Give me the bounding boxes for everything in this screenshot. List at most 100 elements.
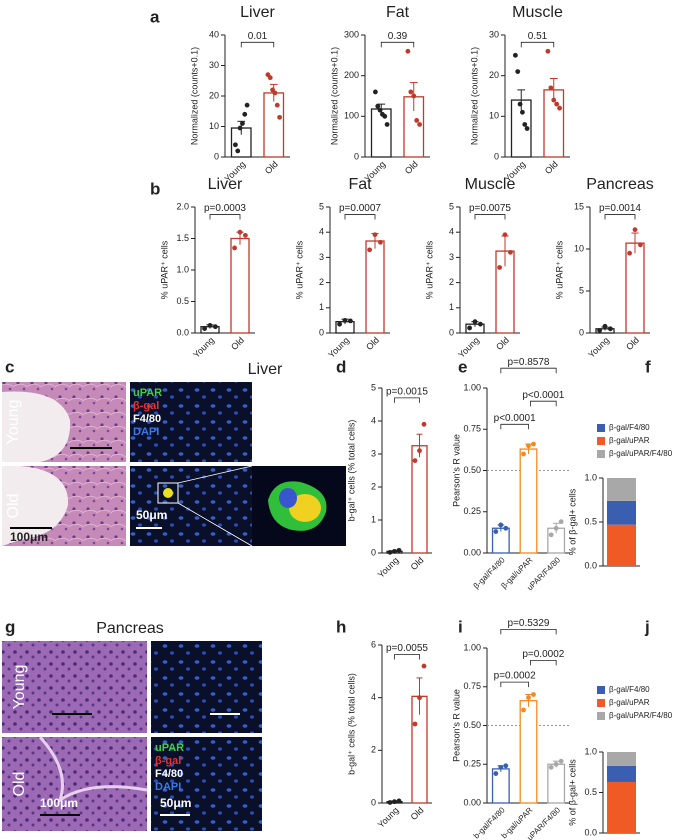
y-axis-label: % uPAR⁺ cells [554, 240, 564, 299]
bar-segment [607, 500, 636, 525]
y-tick-label: 0.50 [463, 465, 481, 475]
data-point [382, 113, 388, 119]
category-label: Old [364, 335, 381, 352]
category-label: Old [403, 159, 420, 176]
data-point [526, 695, 531, 700]
significance-bracket [209, 214, 241, 220]
category-label: Old [624, 335, 641, 352]
y-axis-label: Normalized (counts+0.1) [469, 47, 479, 145]
data-point [277, 114, 282, 120]
significance-bracket [520, 41, 555, 48]
data-point [232, 245, 238, 251]
legend-label: β-gal/uPAR [609, 698, 650, 707]
panel-letter: b [150, 179, 160, 198]
image-title: Pancreas [96, 620, 164, 637]
y-axis-label: Normalized (counts+0.1) [329, 47, 339, 145]
p-value: 0.51 [528, 31, 548, 42]
y-tick-label: 300 [344, 29, 359, 39]
p-value: p=0.0055 [386, 643, 428, 654]
data-point [240, 121, 245, 126]
panel-letter: d [336, 357, 346, 376]
category-label: Old [494, 335, 511, 352]
row-label: Young [5, 400, 22, 445]
y-tick-label: 1 [449, 302, 454, 312]
data-point [472, 319, 478, 325]
zoom-line [177, 502, 253, 547]
y-axis-label: % of β-gal+ cells [567, 488, 577, 555]
significance-bracket [500, 629, 557, 635]
data-point [508, 249, 513, 255]
y-tick-label: 5 [319, 201, 324, 211]
data-point [207, 323, 213, 328]
y-tick-label: 0 [319, 327, 324, 337]
data-point [242, 111, 248, 117]
panel-letter: i [458, 617, 463, 636]
data-point [237, 229, 243, 235]
data-point [412, 721, 418, 727]
data-point [408, 89, 414, 95]
channel-label: β-gal [133, 400, 159, 412]
y-tick-label: 0.5 [584, 787, 597, 797]
y-tick-label: 0.5 [584, 516, 597, 526]
bar-segment [607, 752, 636, 766]
significance-bracket [394, 397, 420, 403]
data-point [414, 118, 420, 123]
legend-swatch [597, 686, 605, 694]
data-point [367, 247, 372, 253]
y-tick-label: 1.00 [463, 382, 481, 392]
data-point [467, 325, 472, 331]
chart-title: Fat [348, 176, 372, 193]
data-point [274, 102, 280, 108]
p-value: p=0.5329 [508, 618, 550, 629]
p-value: 0.01 [248, 31, 268, 42]
p-value: p=0.0015 [386, 387, 428, 398]
y-tick-label: 3 [449, 252, 454, 262]
data-point [521, 707, 526, 713]
significance-bracket [474, 214, 506, 220]
y-tick-label: 0 [371, 797, 376, 807]
y-tick-label: 10 [489, 111, 499, 121]
chart-title: Muscle [512, 4, 563, 21]
y-tick-label: 0.00 [463, 797, 481, 807]
y-tick-label: 1 [371, 514, 376, 524]
row-label: Old [11, 772, 28, 797]
data-point [558, 519, 564, 525]
y-tick-label: 30 [489, 29, 499, 39]
if-image [151, 641, 262, 733]
data-point [272, 90, 278, 96]
data-point [531, 692, 536, 697]
data-point [557, 105, 562, 111]
significance-bracket [530, 660, 557, 666]
y-tick-label: 10 [574, 243, 584, 253]
legend-swatch [597, 699, 605, 707]
data-point [384, 122, 390, 127]
channel-label: β-gal [155, 755, 181, 767]
data-point [638, 242, 643, 248]
significance-bracket [500, 423, 529, 430]
data-point [202, 326, 208, 331]
p-value: p=0.0003 [204, 203, 246, 214]
y-tick-label: 20 [209, 90, 219, 100]
scale-label: 100μm [10, 530, 48, 544]
data-point [497, 265, 502, 270]
y-tick-label: 3 [371, 448, 376, 458]
y-tick-label: 4 [371, 692, 376, 702]
panel-letter: e [458, 357, 467, 376]
data-point [387, 549, 393, 555]
y-tick-label: 15 [574, 201, 584, 211]
channel-label: DAPI [155, 781, 181, 793]
y-tick-label: 0.75 [463, 424, 481, 434]
y-axis-label: Normalized (counts+0.1) [189, 47, 199, 145]
data-point [375, 103, 381, 109]
data-point [493, 771, 499, 776]
y-tick-label: 2 [371, 745, 376, 755]
y-tick-label: 0.0 [584, 560, 597, 570]
y-tick-label: 1.0 [584, 746, 597, 756]
p-value: p=0.0007 [339, 203, 381, 214]
y-tick-label: 1.00 [463, 642, 481, 652]
legend-swatch [597, 712, 605, 720]
significance-bracket [500, 681, 529, 688]
cell [289, 494, 321, 522]
y-tick-label: 4 [319, 227, 324, 237]
data-point [417, 122, 422, 127]
